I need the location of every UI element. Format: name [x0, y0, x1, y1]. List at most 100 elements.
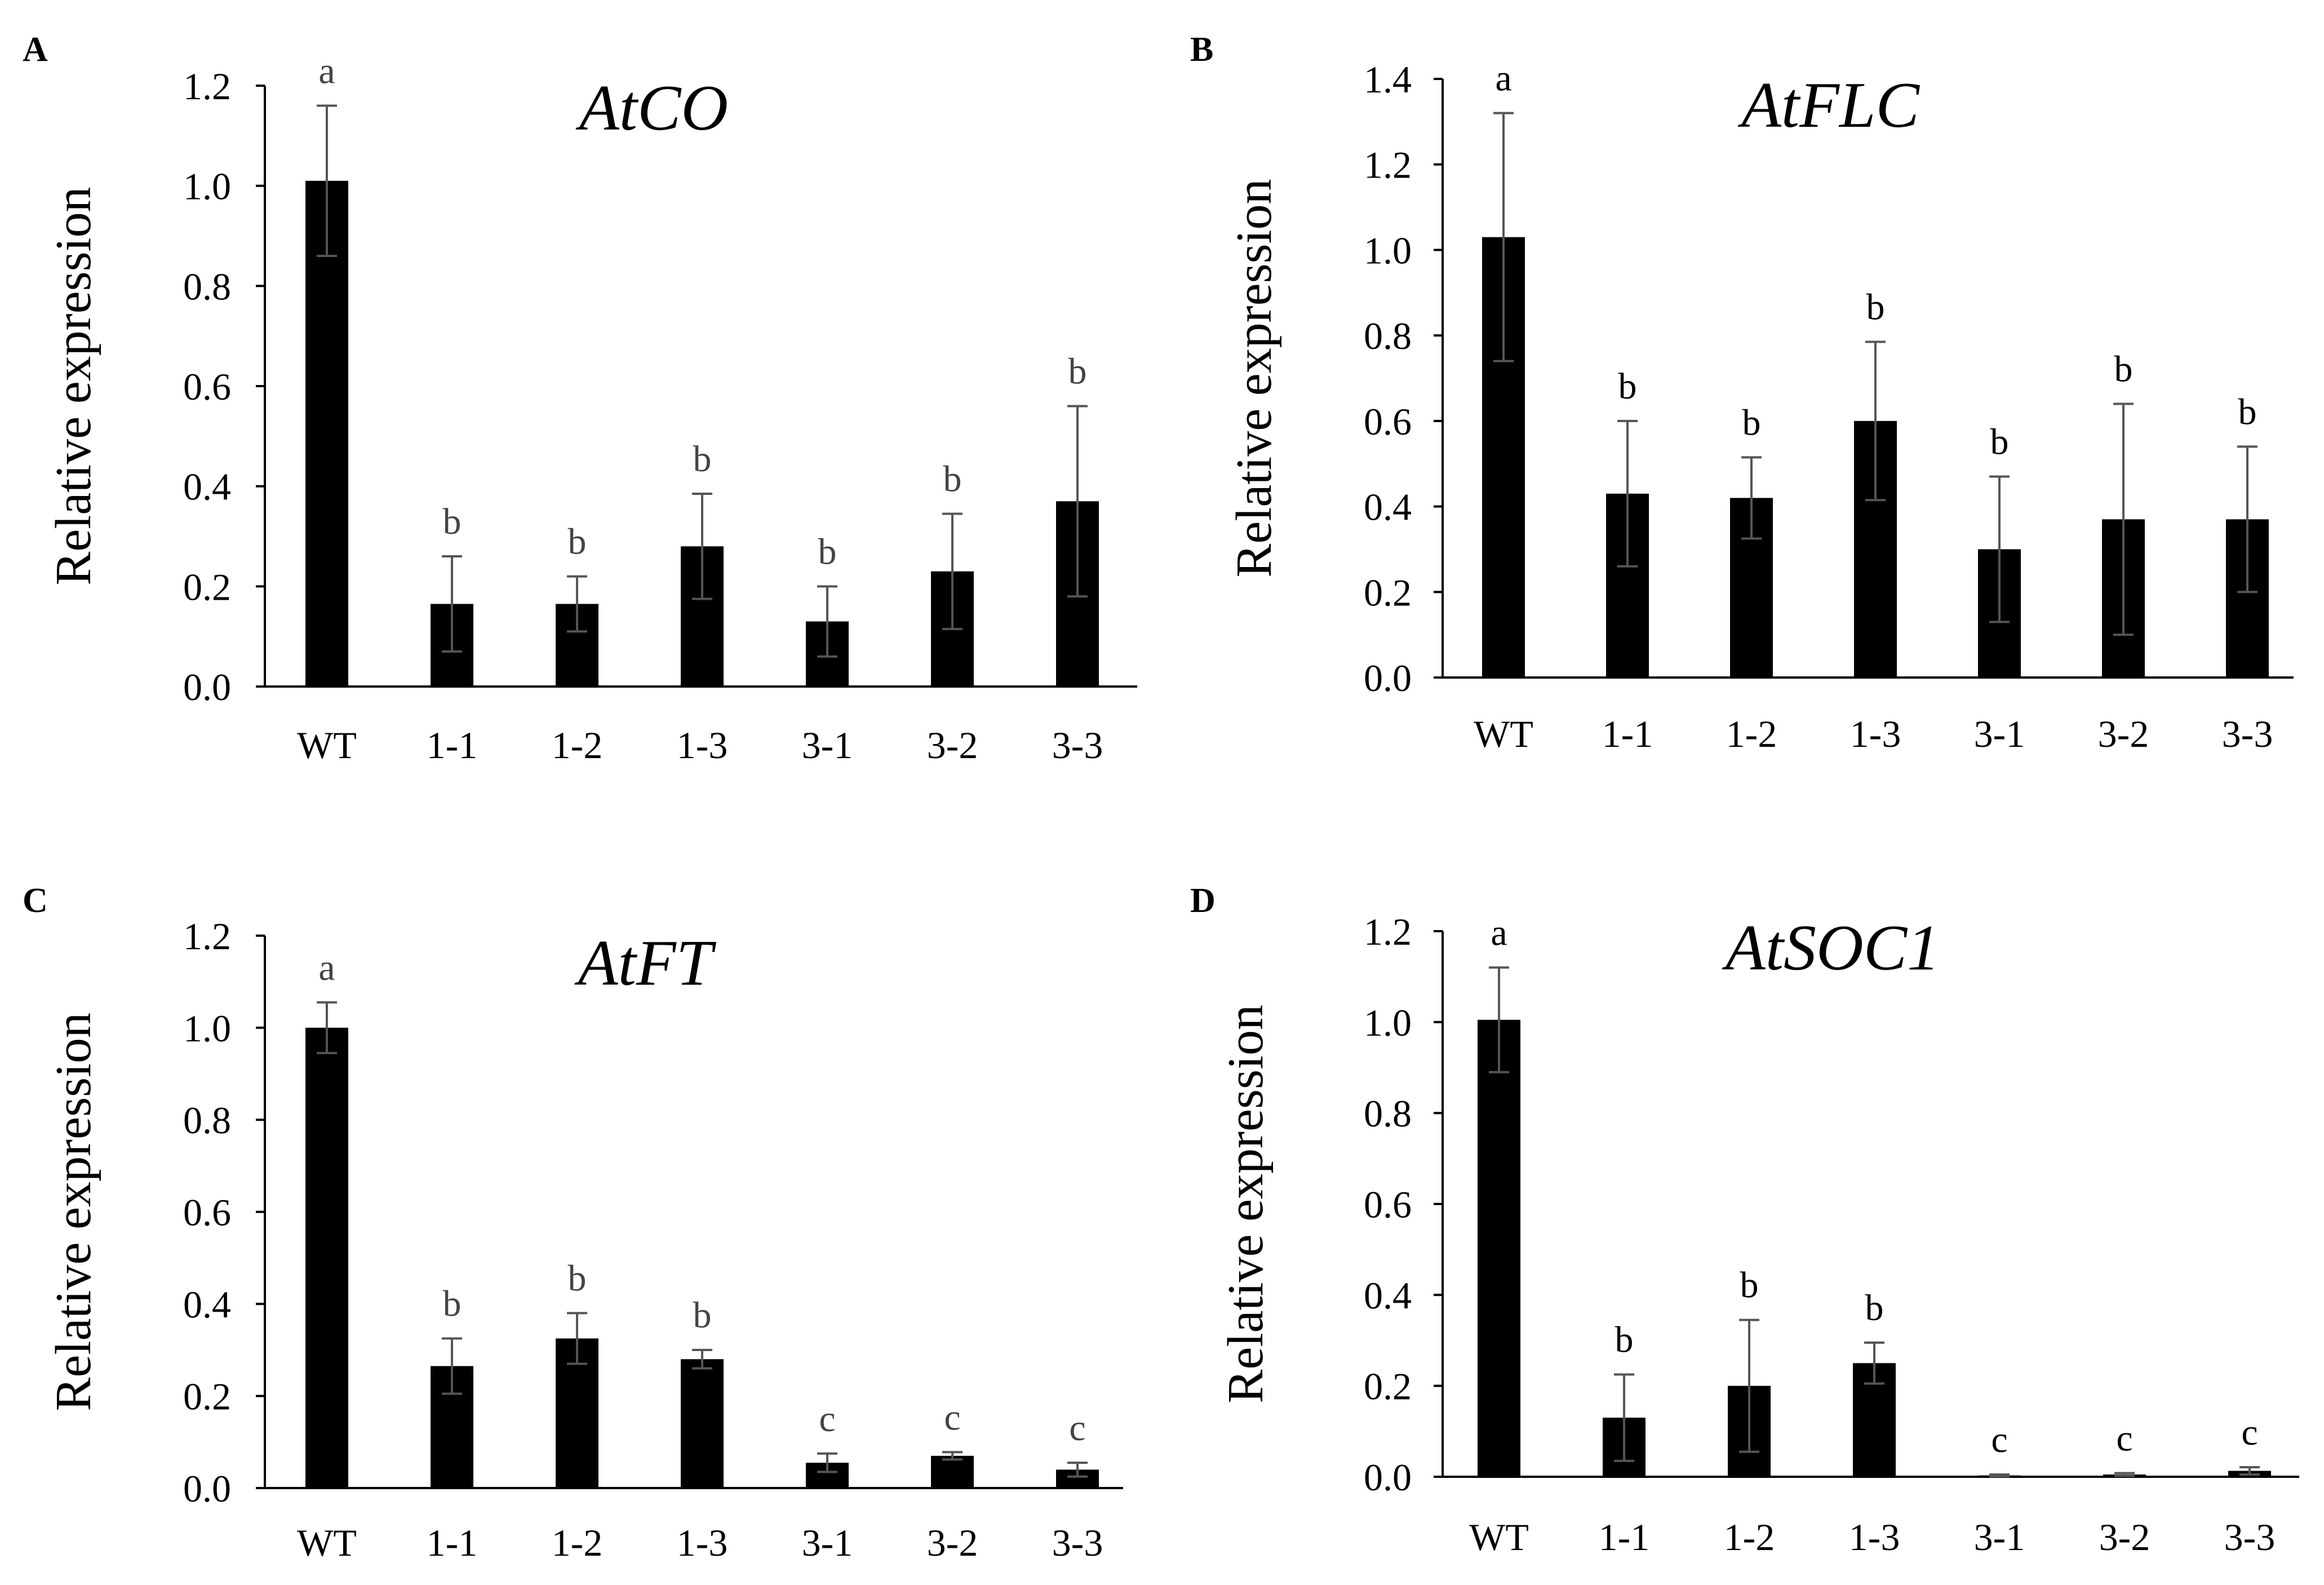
significance-label: b	[568, 1258, 587, 1299]
significance-label: b	[693, 1295, 712, 1336]
chart-panel-b: B AtFLC Relative expression 0.0 0.2 0.4 0.6 0.8…	[1190, 30, 2294, 755]
y-tick-label: 0.2	[183, 565, 231, 608]
chart-panel-a: A AtCO Relative expression 0.0 0.2 0.4 0.6 0.8 1…	[23, 30, 1137, 767]
y-tick-label: 0.4	[183, 466, 231, 508]
x-category-label: 1-2	[1726, 712, 1777, 755]
y-tick-label: 1.4	[1364, 58, 1412, 101]
x-category-label: WT	[1474, 712, 1533, 755]
error-bar	[817, 585, 837, 658]
y-tick-label: 0.0	[1364, 657, 1412, 699]
x-category-label: 3-3	[2224, 1516, 2276, 1559]
error-bar	[1989, 475, 2010, 623]
y-tick-label: 0.0	[183, 666, 231, 709]
y-tick-label: 0.8	[183, 265, 231, 308]
x-category-label: 3-2	[927, 724, 978, 767]
error-bar	[317, 104, 337, 258]
panel-letter: C	[23, 882, 48, 920]
significance-label: b	[1866, 287, 1885, 328]
chart-title: AtSOC1	[1722, 912, 1940, 984]
error-bar	[567, 575, 587, 633]
panel-letter: D	[1190, 882, 1216, 920]
error-bar	[2113, 402, 2134, 636]
x-category-label: 3-3	[2222, 712, 2273, 755]
bar	[305, 180, 348, 687]
y-tick-label: 0.2	[1364, 571, 1412, 614]
significance-label: b	[443, 501, 462, 542]
significance-label: c	[819, 1398, 835, 1440]
significance-label: b	[2238, 391, 2257, 432]
error-bar	[1739, 1318, 1759, 1453]
y-tick-label: 0.6	[1364, 1183, 1412, 1226]
significance-label: b	[1618, 366, 1637, 407]
chart-panel-c: C AtFT Relative expression 0.0 0.2 0.4 0.6 0.8 1…	[23, 882, 1123, 1564]
error-bar	[1865, 340, 1886, 502]
significance-label: b	[693, 439, 712, 480]
x-category-label: 3-1	[802, 1521, 853, 1564]
y-tick-label: 1.2	[183, 915, 231, 958]
x-category-label: 1-1	[1602, 712, 1653, 755]
significance-label: c	[2241, 1412, 2258, 1453]
y-tick-label: 1.2	[1364, 144, 1412, 187]
y-tick-label: 0.2	[183, 1375, 231, 1418]
y-tick-label: 0.4	[183, 1283, 231, 1326]
error-bar	[817, 1452, 837, 1473]
y-tick-label: 0.2	[1364, 1365, 1412, 1408]
error-bar	[1067, 1462, 1088, 1478]
x-category-label: 3-3	[1052, 724, 1103, 767]
bar	[681, 1359, 724, 1488]
x-category-label: 3-2	[2098, 712, 2149, 755]
significance-label: c	[1069, 1407, 1085, 1449]
y-tick-label: 0.0	[183, 1467, 231, 1510]
x-category-label: 1-1	[427, 1521, 478, 1564]
significance-label: a	[318, 947, 335, 988]
x-category-label: 3-1	[1974, 712, 2025, 755]
y-tick-label: 0.8	[183, 1099, 231, 1142]
significance-label: a	[318, 51, 335, 92]
chart-title: AtFT	[574, 927, 717, 999]
x-category-label: WT	[297, 724, 357, 767]
significance-label: b	[2114, 349, 2133, 390]
x-category-label: 3-1	[802, 724, 853, 767]
error-bar	[442, 1337, 462, 1395]
significance-label: b	[818, 531, 837, 572]
y-tick-label: 0.6	[183, 365, 231, 408]
error-bar	[942, 512, 963, 630]
y-tick-label: 1.0	[183, 165, 231, 208]
error-bar	[1989, 1473, 2010, 1478]
significance-label: b	[1742, 402, 1761, 443]
x-category-label: 1-3	[677, 1521, 728, 1564]
x-category-label: 1-2	[552, 1521, 603, 1564]
y-tick-label: 0.0	[1364, 1456, 1412, 1499]
x-category-label: 1-2	[552, 724, 603, 767]
chart-title: AtCO	[575, 72, 728, 144]
error-bar	[692, 1349, 712, 1370]
significance-label: c	[944, 1397, 960, 1438]
y-axis-label: Relative expression	[1226, 179, 1282, 577]
error-bar	[1067, 405, 1088, 598]
significance-label: b	[568, 521, 587, 563]
x-category-label: WT	[297, 1521, 357, 1564]
y-axis-label: Relative expression	[1218, 1004, 1274, 1403]
error-bar	[942, 1451, 963, 1461]
significance-label: b	[1865, 1287, 1884, 1329]
significance-label: b	[1068, 351, 1087, 392]
significance-label: a	[1491, 913, 1507, 954]
y-axis-label: Relative expression	[46, 1012, 101, 1411]
bar	[1478, 1020, 1520, 1477]
significance-label: b	[443, 1283, 462, 1325]
x-category-label: 3-2	[927, 1521, 978, 1564]
error-bar	[1493, 112, 1514, 362]
x-category-label: 1-3	[677, 724, 728, 767]
y-tick-label: 0.8	[1364, 315, 1412, 357]
error-bar	[2114, 1472, 2135, 1477]
significance-label: c	[2116, 1418, 2132, 1459]
error-bar	[317, 1001, 337, 1055]
significance-label: c	[1991, 1419, 2007, 1460]
significance-label: b	[1990, 421, 2009, 462]
x-category-label: 3-2	[2099, 1516, 2150, 1559]
significance-label: b	[1615, 1320, 1634, 1361]
y-tick-label: 1.2	[183, 65, 231, 108]
y-tick-label: 0.4	[1364, 1274, 1412, 1317]
x-category-label: WT	[1469, 1516, 1529, 1559]
